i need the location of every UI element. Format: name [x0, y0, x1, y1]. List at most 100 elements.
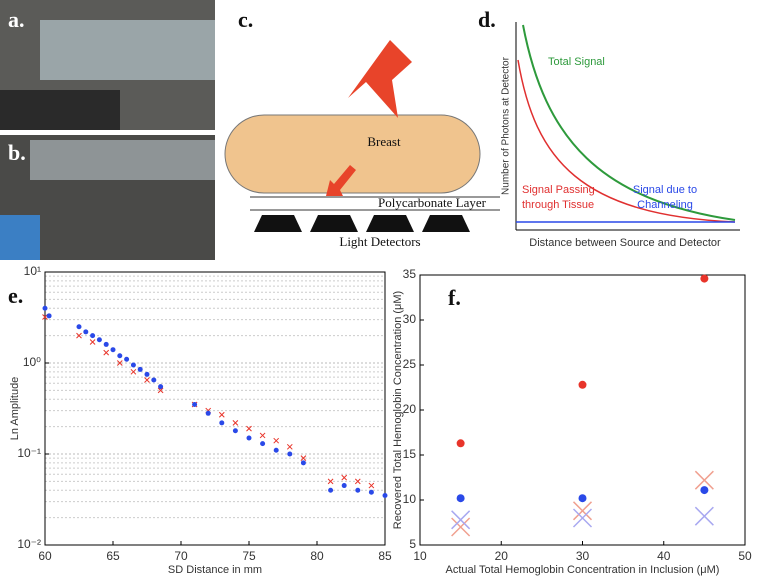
point	[456, 494, 465, 503]
photo-b-detail	[0, 215, 40, 260]
point	[89, 339, 96, 345]
diagram-label: Breast	[367, 134, 401, 149]
point	[157, 387, 164, 394]
arrow	[326, 165, 356, 196]
curve-label: Channeling	[637, 199, 693, 211]
panel-label: d.	[478, 7, 496, 32]
x-tick-label: 10	[413, 549, 427, 563]
point	[327, 478, 334, 485]
x-tick-label: 30	[576, 549, 590, 563]
axis-label: Number of Photons at Detector	[501, 56, 512, 195]
y-tick-label: 25	[403, 357, 417, 371]
point	[218, 411, 225, 418]
x-tick-label: 85	[378, 549, 392, 563]
detector	[310, 215, 358, 232]
point	[117, 353, 123, 359]
x-tick-label: 20	[495, 549, 509, 563]
point	[130, 368, 137, 375]
photo-b-detail	[30, 140, 215, 180]
point	[137, 366, 143, 372]
diagram-label: Light Detectors	[339, 234, 420, 249]
panel-label: a.	[8, 7, 25, 32]
point	[300, 455, 307, 462]
arrow	[348, 40, 412, 118]
photo-a-detail	[40, 20, 215, 80]
plot-frame	[419, 274, 746, 546]
point	[232, 419, 239, 426]
y-tick-label: 10	[403, 492, 417, 506]
point	[83, 329, 89, 335]
point	[260, 441, 266, 447]
point	[42, 305, 48, 311]
point	[246, 435, 252, 441]
curve-label: Signal Passing	[522, 184, 595, 196]
point	[341, 483, 347, 489]
point	[368, 489, 374, 495]
point	[368, 482, 375, 489]
y-tick-label: 10⁻²	[17, 537, 41, 551]
curve-label: Signal due to	[633, 184, 697, 196]
point	[151, 377, 157, 383]
y-tick-label: 10⁻¹	[17, 446, 41, 460]
x-tick-label: 80	[310, 549, 324, 563]
x-tick-label: 65	[106, 549, 120, 563]
x-axis-label: Actual Total Hemoglobin Concentration in…	[446, 564, 720, 576]
panel-label: f.	[448, 285, 461, 310]
panel-label: b.	[8, 140, 26, 165]
point	[572, 501, 593, 521]
curve-total	[522, 24, 736, 221]
point	[578, 380, 587, 389]
curve-tissue	[517, 59, 736, 223]
point	[700, 486, 709, 495]
photo-a-detail	[0, 90, 120, 130]
point	[219, 420, 225, 426]
x-axis-label: SD Distance in mm	[168, 564, 262, 576]
point	[451, 517, 471, 537]
x-tick-label: 75	[242, 549, 256, 563]
point	[76, 332, 82, 339]
point	[300, 460, 306, 466]
detector	[422, 215, 470, 232]
point	[456, 439, 465, 448]
point	[46, 313, 52, 319]
point	[116, 360, 123, 366]
curve-label: Total Signal	[548, 56, 605, 68]
point	[130, 362, 136, 368]
y-axis-label: Recovered Total Hemoglobin Concentration…	[392, 291, 404, 529]
point	[354, 478, 361, 485]
curve-label: through Tissue	[522, 199, 594, 211]
plot-frame	[44, 271, 386, 546]
panel-label: c.	[238, 7, 253, 32]
point	[246, 425, 252, 432]
point	[76, 324, 82, 330]
diagram-label: Polycarbonate Layer	[378, 195, 487, 210]
point	[382, 492, 388, 498]
point	[192, 401, 198, 407]
point	[232, 428, 238, 434]
point	[144, 377, 150, 383]
point	[144, 371, 150, 377]
point	[110, 347, 116, 353]
breast-shape	[224, 114, 481, 194]
point	[259, 432, 266, 439]
point	[355, 487, 361, 493]
y-axis-label: Ln Amplitude	[9, 377, 21, 441]
y-tick-label: 30	[403, 312, 417, 326]
point	[96, 337, 102, 343]
point	[694, 506, 714, 526]
point	[328, 487, 334, 493]
point	[205, 410, 211, 416]
y-tick-label: 10⁰	[23, 355, 41, 369]
point	[694, 470, 714, 490]
y-tick-label: 20	[403, 402, 417, 416]
point	[700, 274, 709, 283]
axis-label: Distance between Source and Detector	[529, 237, 721, 249]
detector	[366, 215, 414, 232]
panel-label: e.	[8, 283, 23, 308]
point	[273, 447, 279, 453]
y-tick-label: 35	[403, 267, 417, 281]
y-tick-label: 10¹	[24, 264, 41, 278]
x-tick-label: 70	[174, 549, 188, 563]
x-tick-label: 50	[738, 549, 752, 563]
